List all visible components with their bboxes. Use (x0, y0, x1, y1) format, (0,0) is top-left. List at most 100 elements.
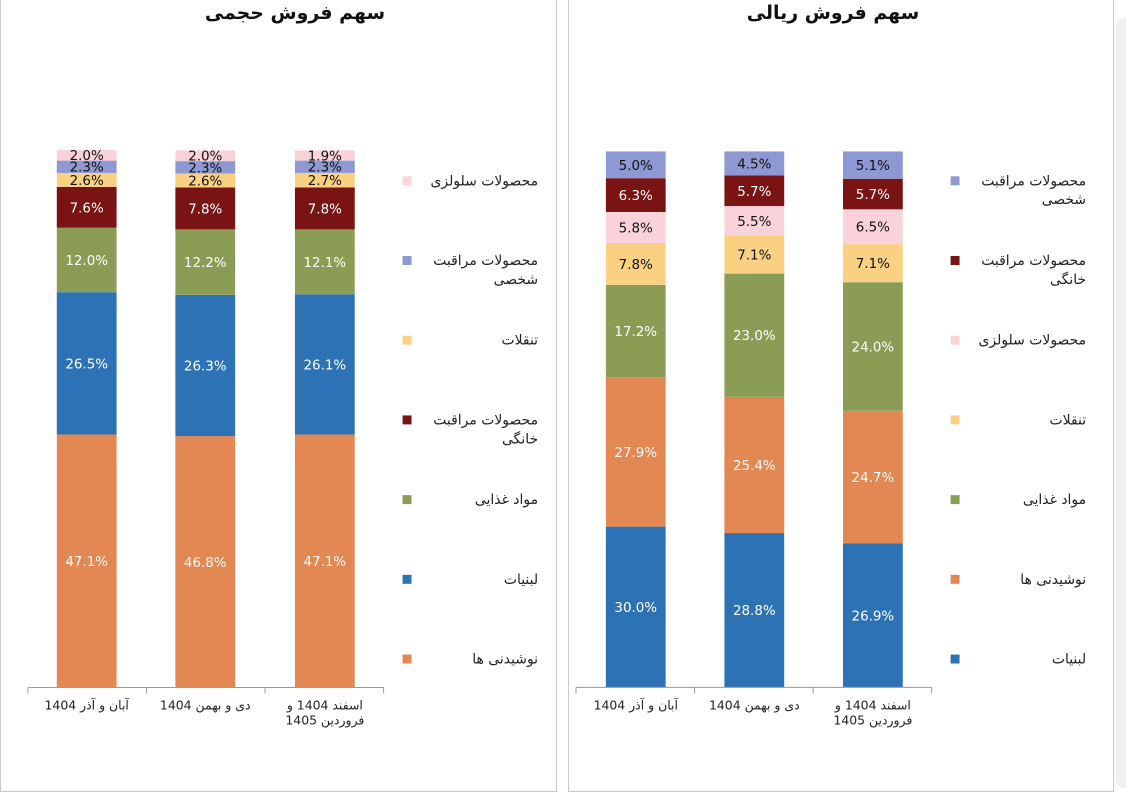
value-share-chart: سهم فروش ریالی 30.0% 27.9% 17.2% 7.8% 5.8% 6.… (575, 2, 1087, 728)
legend-label: لبنیات (1052, 652, 1086, 668)
bar-segment-dairy (605, 526, 666, 688)
bar-segment-personal-care (294, 160, 355, 173)
data-label: 46.8% (184, 556, 227, 571)
bar-segment-home-care (56, 186, 117, 228)
data-label: 30.0% (614, 601, 657, 616)
data-label: 17.2% (614, 325, 657, 340)
bar-segment-beverages (842, 410, 903, 544)
bar-segment-home-care (724, 175, 785, 207)
data-label: 2.0% (188, 150, 222, 165)
bar-segment-snacks (56, 172, 117, 187)
legend-label: تنقلات (1050, 412, 1087, 428)
data-label: 24.0% (852, 340, 895, 355)
legend-label: تنقلات (501, 333, 538, 349)
bar-segment-food (724, 273, 785, 397)
x-tick-label: فروردین 1405 (833, 712, 912, 728)
x-tick-label: آبان و آذر 1404 (45, 697, 130, 713)
data-label: 7.1% (737, 249, 771, 264)
data-label: 2.3% (70, 161, 104, 176)
bar-segment-cellulose (724, 206, 785, 236)
data-label: 12.2% (184, 256, 227, 271)
legend-swatch-snacks (402, 335, 412, 345)
bar-segment-cellulose (56, 149, 117, 161)
data-label: 47.1% (303, 555, 346, 570)
bar-segment-beverages (724, 396, 785, 534)
volume-share-chart: سهم فروش حجمی 47.1%26.5%12.0%7.6%2.6%2.3… (27, 2, 538, 728)
data-label: 5.5% (737, 215, 771, 230)
legend-label: محصولات سلولزی (979, 333, 1087, 349)
legend-swatch-snacks (950, 415, 960, 425)
bar-segment-personal-care (724, 151, 785, 176)
x-tick-label: آبان و آذر 1404 (594, 697, 679, 713)
bar-segment-cellulose (842, 209, 903, 245)
data-label: 2.0% (70, 149, 104, 164)
legend-swatch-personal-care (402, 256, 412, 265)
data-label: 25.4% (733, 459, 776, 474)
bar-segment-snacks (724, 235, 785, 274)
data-label: 2.3% (188, 161, 222, 176)
data-label: 2.6% (188, 174, 222, 189)
legend-label: محصولات مراقبت (981, 253, 1086, 269)
volume-share-chart-panel: سهم فروش حجمی 47.1% 26.5% 12.0% 7.6% 2.6% 2.3… (0, 0, 557, 792)
bar-segment-snacks (294, 172, 355, 188)
legend-swatch-cellulose (950, 335, 960, 345)
data-label: 4.5% (737, 157, 771, 172)
data-label: 6.5% (856, 221, 890, 236)
legend-label: محصولات مراقبت (433, 253, 538, 269)
x-tick-label: فروردین 1405 (285, 712, 364, 728)
bar-segment-beverages (605, 377, 666, 527)
bar-segment-food (175, 229, 236, 295)
bar-segment-food (605, 284, 666, 378)
legend-label: مواد غذایی (475, 492, 538, 508)
legend-label: خانگی (1050, 271, 1086, 288)
legend-swatch-dairy (402, 574, 412, 584)
data-label: 23.0% (733, 329, 776, 344)
data-label: 47.1% (65, 555, 108, 570)
bar-segment-beverages (294, 434, 355, 688)
legend-swatch-food (402, 495, 412, 505)
bar-segment-beverages (56, 434, 117, 688)
bar-segment-snacks (605, 243, 666, 285)
bar-segment-food (842, 282, 903, 411)
bar-segment-personal-care (605, 151, 666, 179)
data-label: 6.3% (619, 189, 653, 204)
bar-segment-dairy (56, 292, 117, 435)
data-label: 26.5% (65, 357, 108, 372)
bar-segment-dairy (724, 533, 785, 688)
x-tick-label: دی و بهمن 1404 (709, 697, 800, 713)
legend-label: شخصی (1042, 192, 1086, 208)
data-label: 24.7% (852, 471, 895, 486)
bar-segment-snacks (842, 244, 903, 283)
bar-segment-personal-care (842, 151, 903, 179)
data-label: 5.7% (737, 185, 771, 200)
legend-swatch-home-care (402, 415, 412, 425)
bar-segment-beverages (175, 436, 236, 688)
chart-title: سهم فروش حجمی (205, 2, 385, 24)
side-panel-edge (1116, 18, 1126, 788)
bar-segment-dairy (294, 294, 355, 435)
legend-swatch-home-care (950, 256, 960, 265)
legend-swatch-beverages (950, 574, 960, 584)
legend-label: خانگی (502, 430, 538, 447)
bar-segment-dairy (842, 543, 903, 688)
legend-swatch-personal-care (950, 176, 960, 186)
data-label: 12.1% (303, 256, 346, 271)
data-label: 5.8% (619, 221, 653, 236)
bar-segment-cellulose (294, 150, 355, 161)
bar-segment-dairy (175, 294, 236, 437)
bar-segment-home-care (175, 187, 236, 230)
legend-swatch-dairy (950, 654, 960, 664)
data-label: 7.6% (70, 201, 104, 216)
data-label: 2.3% (308, 161, 342, 176)
data-label: 2.6% (70, 174, 104, 189)
x-tick-label: دی و بهمن 1404 (160, 697, 251, 713)
data-label: 12.0% (65, 254, 108, 269)
data-label: 26.1% (303, 358, 346, 373)
bar-segment-snacks (175, 173, 236, 188)
data-label: 7.8% (619, 258, 653, 273)
bar-segment-cellulose (605, 211, 666, 244)
x-tick-label: اسفند 1404 و (286, 697, 363, 713)
legend-label: شخصی (494, 272, 538, 288)
data-label: 27.9% (614, 446, 657, 461)
bar-segment-personal-care (175, 161, 236, 174)
